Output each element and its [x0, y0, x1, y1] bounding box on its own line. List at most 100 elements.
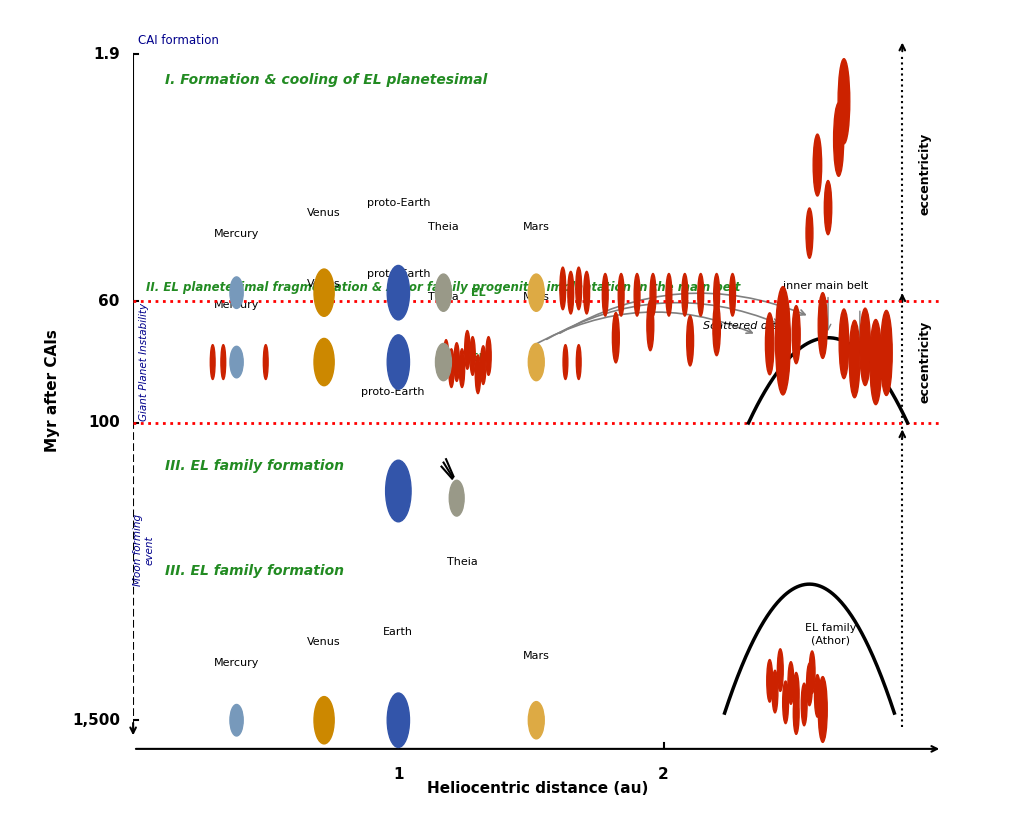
Ellipse shape [807, 663, 812, 706]
Text: eccentricity: eccentricity [919, 133, 931, 215]
Text: Earth: Earth [383, 628, 414, 637]
Ellipse shape [714, 274, 720, 316]
Text: 1,500: 1,500 [72, 713, 120, 728]
Text: Scattered disk: Scattered disk [703, 321, 783, 330]
Ellipse shape [820, 685, 825, 728]
Ellipse shape [849, 321, 860, 398]
Ellipse shape [528, 344, 544, 381]
Ellipse shape [794, 692, 799, 734]
Ellipse shape [480, 346, 485, 384]
Ellipse shape [230, 704, 243, 736]
Text: proto-Earth: proto-Earth [367, 199, 430, 208]
Ellipse shape [860, 309, 870, 386]
Ellipse shape [460, 349, 465, 387]
Ellipse shape [575, 267, 582, 309]
Text: 1.9: 1.9 [93, 46, 120, 62]
Ellipse shape [814, 675, 820, 717]
Text: Mars: Mars [523, 221, 550, 232]
Ellipse shape [813, 134, 821, 196]
Ellipse shape [465, 330, 470, 370]
Ellipse shape [528, 702, 544, 739]
Ellipse shape [454, 343, 460, 382]
Text: EL: EL [471, 353, 485, 364]
Text: Myr after CAIs: Myr after CAIs [45, 330, 59, 452]
Ellipse shape [584, 271, 590, 314]
Ellipse shape [697, 274, 703, 316]
Ellipse shape [314, 269, 334, 317]
Ellipse shape [818, 293, 827, 358]
Ellipse shape [777, 649, 783, 691]
Ellipse shape [618, 274, 624, 316]
Ellipse shape [577, 344, 581, 379]
Text: EL family
(Athor): EL family (Athor) [805, 624, 856, 645]
Ellipse shape [602, 274, 608, 316]
Ellipse shape [612, 313, 620, 363]
Text: Venus: Venus [307, 208, 341, 218]
Ellipse shape [221, 344, 225, 379]
Ellipse shape [713, 301, 720, 356]
Ellipse shape [435, 344, 452, 381]
Text: I. Formation & cooling of EL planetesimal: I. Formation & cooling of EL planetesima… [165, 73, 487, 87]
Ellipse shape [834, 103, 844, 177]
Text: Moon forming
event: Moon forming event [133, 514, 155, 586]
Text: III. EL family formation: III. EL family formation [165, 564, 344, 578]
Text: II. EL planetesimal fragmentation & Athor family progenitor implantation in the : II. EL planetesimal fragmentation & Atho… [146, 281, 740, 294]
Text: Venus: Venus [307, 279, 341, 289]
Ellipse shape [824, 181, 831, 234]
Ellipse shape [314, 339, 334, 386]
Ellipse shape [838, 59, 850, 144]
Text: Theia: Theia [428, 292, 459, 303]
Text: Mercury: Mercury [214, 300, 259, 310]
Ellipse shape [528, 274, 544, 311]
Ellipse shape [568, 271, 573, 314]
Ellipse shape [450, 480, 464, 516]
Text: Venus: Venus [307, 637, 341, 647]
Ellipse shape [772, 670, 778, 713]
Ellipse shape [230, 277, 243, 309]
Ellipse shape [801, 683, 807, 726]
Text: proto-Earth: proto-Earth [361, 387, 425, 397]
Ellipse shape [210, 344, 215, 379]
Ellipse shape [230, 346, 243, 378]
Ellipse shape [470, 337, 475, 375]
Ellipse shape [793, 305, 800, 364]
Ellipse shape [449, 349, 454, 387]
Text: Giant Planet Instability: Giant Planet Instability [138, 303, 148, 421]
Ellipse shape [386, 460, 411, 522]
Ellipse shape [687, 316, 693, 366]
Ellipse shape [666, 274, 672, 316]
Text: Theia: Theia [446, 558, 477, 567]
Ellipse shape [794, 672, 799, 715]
Ellipse shape [563, 344, 568, 379]
Ellipse shape [435, 274, 452, 311]
Ellipse shape [443, 339, 449, 379]
Ellipse shape [730, 274, 735, 316]
Ellipse shape [870, 320, 882, 405]
Ellipse shape [788, 662, 794, 704]
Ellipse shape [818, 676, 827, 742]
Ellipse shape [775, 287, 791, 395]
Text: 2: 2 [658, 767, 669, 781]
Text: Heliocentric distance (au): Heliocentric distance (au) [427, 781, 648, 796]
Ellipse shape [647, 300, 653, 351]
Ellipse shape [314, 697, 334, 744]
Ellipse shape [806, 208, 813, 258]
Ellipse shape [881, 310, 892, 396]
Text: 100: 100 [88, 415, 120, 431]
Ellipse shape [634, 274, 640, 316]
Ellipse shape [485, 337, 492, 375]
Ellipse shape [809, 651, 815, 694]
Ellipse shape [263, 344, 268, 379]
Ellipse shape [782, 681, 788, 724]
Ellipse shape [387, 335, 410, 389]
Text: eccentricity: eccentricity [919, 321, 931, 403]
Text: Mars: Mars [523, 650, 550, 661]
Text: 1: 1 [393, 767, 403, 781]
Text: proto-Earth: proto-Earth [367, 269, 430, 279]
Text: Mercury: Mercury [214, 230, 259, 239]
Text: 60: 60 [98, 294, 120, 309]
Ellipse shape [682, 274, 688, 316]
Ellipse shape [767, 659, 772, 702]
Text: Theia: Theia [428, 221, 459, 232]
Ellipse shape [387, 265, 410, 320]
